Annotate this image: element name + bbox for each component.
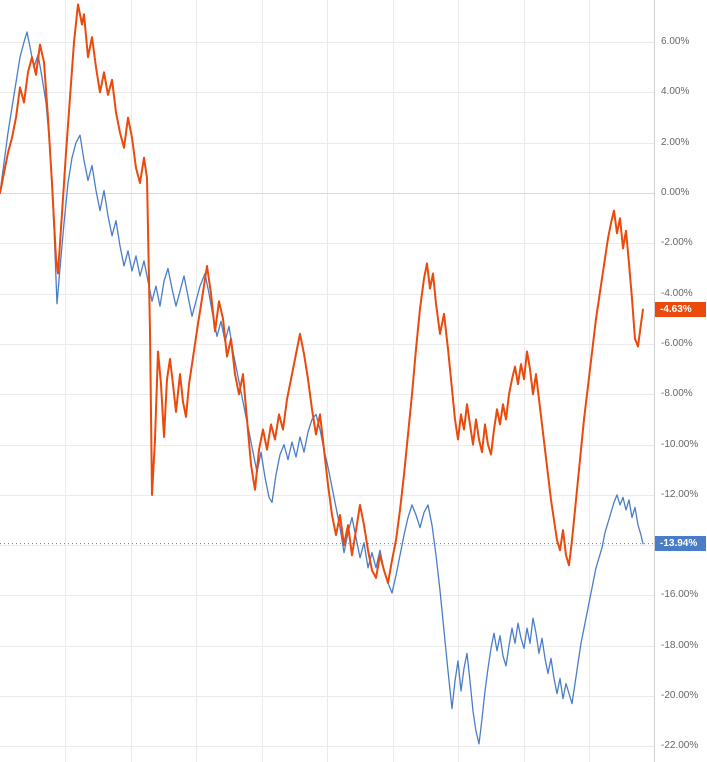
series-blue-line bbox=[0, 31, 644, 745]
y-tick-label: 6.00% bbox=[661, 36, 690, 48]
y-tick-label: 0.00% bbox=[661, 187, 690, 199]
y-tick-label: 4.00% bbox=[661, 86, 690, 98]
y-tick-label: -8.00% bbox=[661, 388, 693, 400]
y-tick-label: -10.00% bbox=[661, 438, 699, 450]
y-tick-label: -4.00% bbox=[661, 287, 693, 299]
y-axis[interactable]: 6.00% 4.00% 2.00% 0.00% -2.00% -4.00% -6.00% -8… bbox=[654, 0, 707, 762]
y-tick-label: 2.00% bbox=[661, 136, 690, 148]
y-tick-label: -2.00% bbox=[661, 237, 693, 249]
series-orange-line bbox=[0, 3, 644, 584]
y-tick-label: -12.00% bbox=[661, 488, 699, 500]
y-tick-label: -6.00% bbox=[661, 337, 693, 349]
y-tick-label: -20.00% bbox=[661, 690, 699, 702]
series-orange-price-badge: -4.63% bbox=[655, 301, 706, 317]
y-tick-label: -16.00% bbox=[661, 589, 699, 601]
series-blue-price-badge: -13.94% bbox=[655, 536, 706, 552]
y-tick-label: -22.00% bbox=[661, 740, 699, 752]
y-tick-label: -18.00% bbox=[661, 639, 699, 651]
